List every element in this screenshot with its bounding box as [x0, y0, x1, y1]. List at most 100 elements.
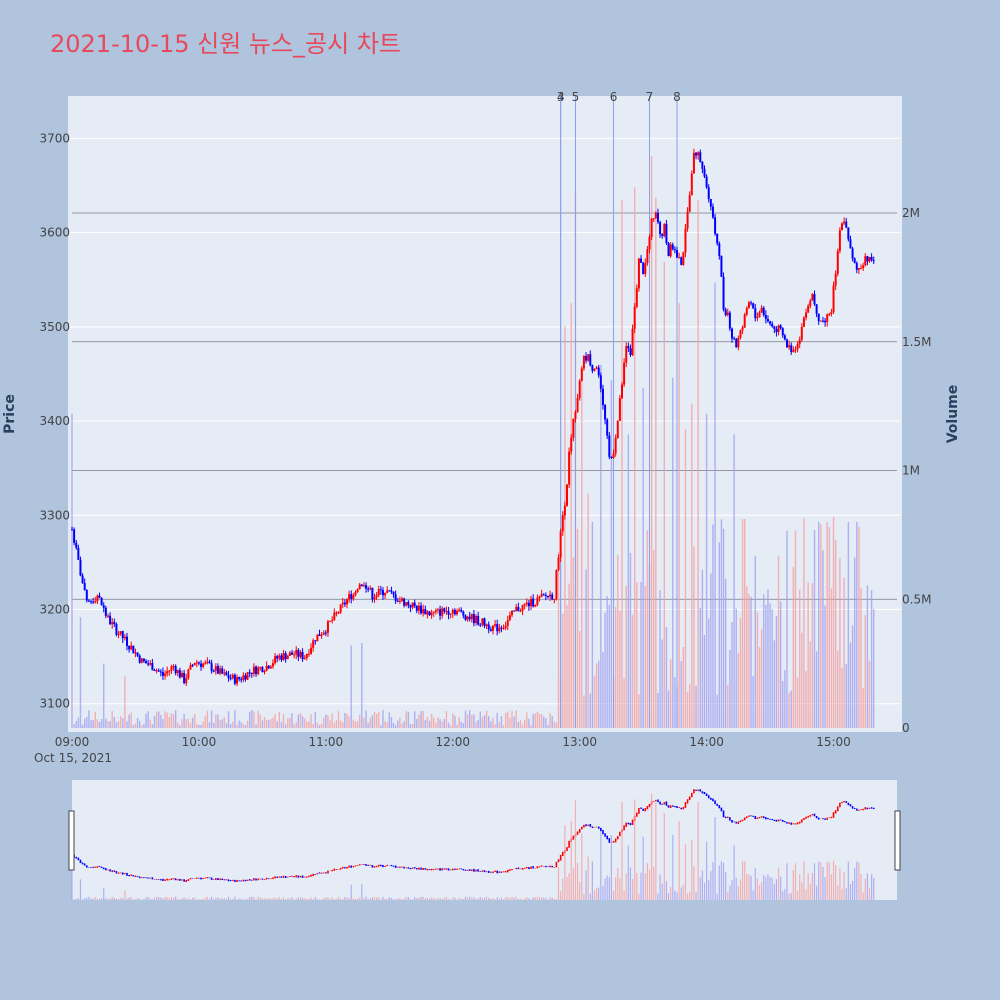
navigator-volume-bar [845, 888, 847, 900]
navigator-volume-bar [627, 845, 629, 900]
navigator-volume-bar [166, 897, 168, 900]
navigator-volume-bar [585, 870, 587, 900]
volume-bar [151, 724, 154, 728]
candle-body [365, 585, 368, 589]
navigator-volume-bar [251, 896, 253, 900]
volume-bar [81, 724, 84, 728]
navigator-volume-bar [433, 898, 435, 900]
candle-body [149, 663, 152, 665]
navigator-volume-bar [856, 861, 858, 900]
candle-body [502, 627, 505, 629]
candle-body [534, 604, 537, 607]
volume-bar [473, 714, 475, 728]
navigator-volume-bar [223, 898, 225, 900]
candle-body [779, 325, 782, 329]
candle-body [413, 602, 416, 606]
navigator-volume-bar [566, 877, 568, 900]
volume-bar [805, 671, 807, 728]
candle-body [134, 652, 137, 654]
volume-bar [430, 714, 433, 728]
navigator-volume-bar [473, 897, 475, 900]
navigator-volume-bar [608, 877, 610, 900]
candle-body [181, 673, 183, 678]
volume-bar [488, 716, 490, 728]
volume-bar [566, 604, 568, 728]
navigator-volume-bar [204, 897, 206, 900]
candle-body [153, 670, 156, 672]
navigator-volume-bar [75, 898, 77, 900]
navigator-volume-bar [526, 897, 528, 900]
navigator-volume-bar [858, 862, 860, 900]
volume-bar [325, 714, 327, 728]
volume-bar [316, 722, 319, 728]
candle-body [286, 655, 289, 660]
navigator-volume-bar [820, 862, 822, 900]
candle-body [788, 345, 791, 348]
volume-bar [246, 720, 249, 728]
candle-body [648, 236, 651, 250]
candle-body [707, 187, 710, 200]
navigator-volume-bar [534, 897, 536, 900]
navigator-volume-bar [479, 896, 481, 900]
volume-bar [547, 725, 549, 728]
navigator-volume-bar [780, 876, 782, 900]
candle-body [197, 662, 200, 664]
volume-bar [122, 718, 124, 728]
candle-body [798, 339, 801, 345]
navigator-volume-bar [486, 896, 488, 900]
navigator-volume-bar [388, 897, 390, 900]
navigator-volume-bar [439, 898, 441, 900]
candle-body [676, 250, 678, 258]
navigator-volume-bar [268, 898, 270, 900]
navigator-volume-bar [773, 883, 775, 900]
navigator-volume-bar [570, 820, 572, 900]
navigator-volume-bar [788, 893, 790, 900]
candle-body [860, 268, 863, 270]
navigator-volume-bar [79, 879, 82, 900]
navigator-handle-left[interactable] [68, 810, 75, 871]
candle-body [851, 248, 854, 259]
volume-bar [543, 716, 545, 728]
navigator-volume-bar [490, 898, 492, 900]
volume-bar [845, 664, 847, 728]
volume-bar [452, 713, 454, 728]
volume-bar [174, 710, 177, 728]
volume-bar [731, 622, 733, 728]
candle-body [166, 671, 169, 674]
navigator-volume-bar [238, 898, 240, 900]
navigator-volume-bar [507, 896, 509, 900]
volume-bar [752, 676, 754, 728]
navigator-volume-bar [450, 899, 452, 900]
volume-bar [627, 434, 630, 728]
candle-body [828, 313, 831, 315]
navigator-volume-bar [765, 877, 767, 900]
candle-body [381, 590, 384, 596]
candle-body [711, 206, 714, 218]
candle-body [699, 152, 702, 162]
candle-body [760, 307, 763, 313]
candle-body [130, 645, 133, 650]
navigator-handle-right[interactable] [894, 810, 901, 871]
navigator-volume-bar [304, 898, 306, 900]
navigator-area[interactable] [72, 780, 897, 900]
navigator-volume-bar [365, 896, 367, 900]
candle-body [578, 380, 581, 399]
candle-body [280, 655, 283, 660]
volume-bar [727, 685, 729, 728]
navigator-volume-bar [498, 898, 500, 900]
candle-body [267, 665, 270, 669]
navigator-volume-bar [162, 898, 164, 900]
candle-body [204, 662, 207, 664]
volume-bar [390, 717, 393, 728]
candle-body [631, 328, 634, 355]
volume-bar [519, 720, 522, 728]
candle-body [855, 262, 858, 270]
candle-body [847, 227, 850, 240]
candle-body [739, 330, 742, 338]
candle-body [625, 345, 628, 363]
x-tick-label: 09:00 [55, 735, 90, 749]
candle-body [733, 338, 736, 340]
navigator-volume-bar [851, 880, 854, 900]
candle-body [73, 529, 76, 543]
